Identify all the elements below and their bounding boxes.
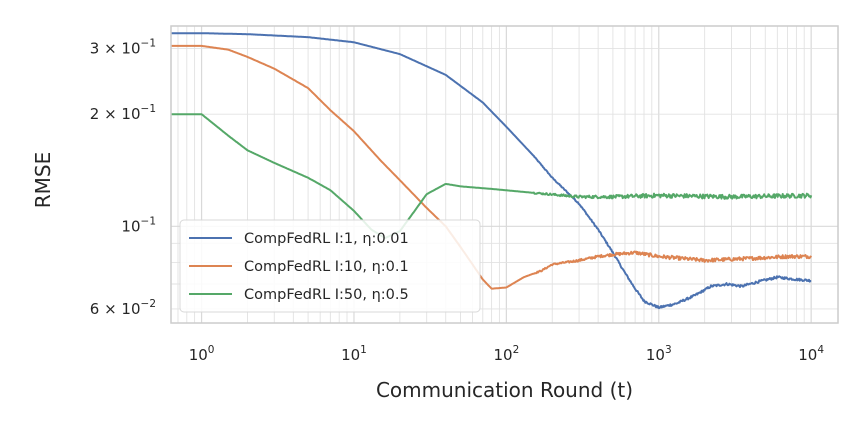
x-tick-label: 104 <box>798 344 824 364</box>
x-tick-label: 102 <box>493 344 519 364</box>
series-lines <box>170 32 813 310</box>
x-tick-labels: 100 101 102 103 104 <box>189 344 825 364</box>
plot-frame <box>170 25 839 324</box>
x-tick-label: 103 <box>646 344 672 364</box>
series-line-3 <box>170 113 813 239</box>
x-tick-label: 101 <box>341 344 367 364</box>
y-tick-label: 2 × 10−1 <box>90 103 156 123</box>
x-axis-label: Communication Round (t) <box>376 378 633 402</box>
y-axis-label: RMSE <box>31 152 55 208</box>
legend-box <box>179 219 481 313</box>
legend-label-series-1: CompFedRL I:1, η:0.01 <box>244 231 409 247</box>
y-tick-label: 6 × 10−2 <box>90 298 156 318</box>
y-tick-labels: 6 × 10−2 10−1 2 × 10−1 3 × 10−1 <box>90 38 156 318</box>
y-tick-label: 3 × 10−1 <box>90 38 156 58</box>
series-line-1 <box>170 32 812 310</box>
y-tick-label: 10−1 <box>121 215 156 235</box>
x-tick-label: 100 <box>189 344 215 364</box>
legend-label-series-2: CompFedRL I:10, η:0.1 <box>244 259 409 275</box>
legend-label-series-3: CompFedRL I:50, η:0.5 <box>244 287 409 303</box>
series-line-2 <box>170 44 813 290</box>
legend: CompFedRL I:1, η:0.01 CompFedRL I:10, η:… <box>179 219 481 313</box>
